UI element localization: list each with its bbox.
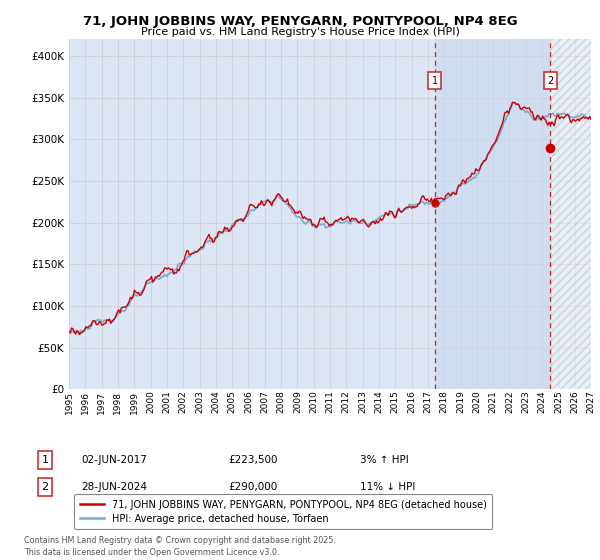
Text: £290,000: £290,000 <box>228 482 277 492</box>
Text: 2: 2 <box>41 482 49 492</box>
Text: 11% ↓ HPI: 11% ↓ HPI <box>360 482 415 492</box>
Bar <box>550 39 591 389</box>
Text: 2: 2 <box>547 76 553 86</box>
Bar <box>435 39 550 389</box>
Text: 3% ↑ HPI: 3% ↑ HPI <box>360 455 409 465</box>
Text: £223,500: £223,500 <box>228 455 277 465</box>
Text: 1: 1 <box>41 455 49 465</box>
Text: 1: 1 <box>431 76 438 86</box>
Text: Contains HM Land Registry data © Crown copyright and database right 2025.
This d: Contains HM Land Registry data © Crown c… <box>24 536 336 557</box>
Text: 02-JUN-2017: 02-JUN-2017 <box>81 455 147 465</box>
Text: Price paid vs. HM Land Registry's House Price Index (HPI): Price paid vs. HM Land Registry's House … <box>140 27 460 37</box>
Legend: 71, JOHN JOBBINS WAY, PENYGARN, PONTYPOOL, NP4 8EG (detached house), HPI: Averag: 71, JOHN JOBBINS WAY, PENYGARN, PONTYPOO… <box>74 494 493 529</box>
Text: 71, JOHN JOBBINS WAY, PENYGARN, PONTYPOOL, NP4 8EG: 71, JOHN JOBBINS WAY, PENYGARN, PONTYPOO… <box>83 15 517 27</box>
Text: 28-JUN-2024: 28-JUN-2024 <box>81 482 147 492</box>
